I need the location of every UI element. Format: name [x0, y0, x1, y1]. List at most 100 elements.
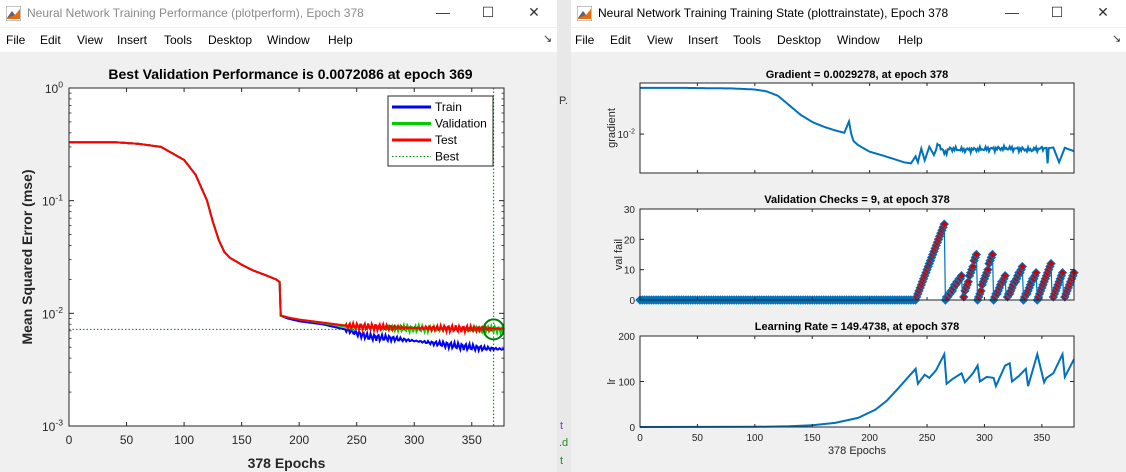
- valcheck-marker: [963, 277, 974, 287]
- x-tick-label: 0: [66, 433, 73, 447]
- background-fragment: P.: [559, 95, 568, 107]
- gradient-y-label: gradient: [606, 108, 618, 148]
- x-tick-label: 150: [804, 433, 821, 444]
- y-axis-label: Mean Squared Error (mse): [19, 169, 35, 344]
- y-tick-label: 10-2: [42, 305, 63, 321]
- legend-label-test: Test: [435, 133, 458, 147]
- gradient-plot-area: [640, 83, 1074, 173]
- x-tick-label: 200: [861, 433, 878, 444]
- minimize-button[interactable]: —: [436, 4, 450, 20]
- x-tick-label: 200: [289, 433, 309, 447]
- valcheck-marker: [1000, 271, 1010, 281]
- matlab-icon: [577, 6, 592, 21]
- menu-help[interactable]: Help: [328, 33, 353, 47]
- menu-tools[interactable]: Tools: [164, 33, 193, 47]
- x-tick-label: 250: [347, 433, 367, 447]
- lr-plot-frame: [639, 335, 1075, 428]
- performance-window: Neural Network Training Performance (plo…: [0, 0, 557, 472]
- trainstate-chart: 10-2 Gradient = 0.0029278, at epoch 378 gr…: [606, 69, 1079, 457]
- valcheck-marker: [1046, 258, 1056, 269]
- legend-label-best: Best: [435, 150, 460, 164]
- background-fragment: t: [560, 455, 564, 467]
- y-tick-label: 0: [629, 423, 635, 434]
- valcheck-plot-frame: [639, 208, 1075, 301]
- menu-desktop[interactable]: Desktop: [777, 33, 822, 47]
- x-tick-label: 50: [692, 433, 704, 444]
- valcheck-marker: [1031, 267, 1041, 278]
- menu-file[interactable]: File: [6, 33, 26, 47]
- menu-view[interactable]: View: [77, 33, 103, 47]
- x-tick-label: 300: [976, 433, 993, 444]
- lr-plot-area: [640, 336, 1074, 427]
- window-title: Neural Network Training Performance (plo…: [27, 6, 364, 20]
- chart-title: Best Validation Performance is 0.0072086…: [108, 66, 472, 82]
- menu-insert[interactable]: Insert: [117, 33, 148, 47]
- dock-arrow-icon[interactable]: ↘: [543, 33, 553, 45]
- menu-help[interactable]: Help: [898, 33, 923, 47]
- menu-edit[interactable]: Edit: [40, 33, 61, 47]
- x-tick-label: 150: [232, 433, 252, 447]
- y-tick-label: 0: [629, 296, 635, 307]
- maximize-button[interactable]: ☐: [1050, 4, 1064, 20]
- y-tick-label: 200: [618, 332, 635, 343]
- menu-insert[interactable]: Insert: [688, 33, 719, 47]
- matlab-icon: [6, 6, 21, 21]
- x-tick-label: 350: [462, 433, 482, 447]
- performance-chart: 0 50 100 150 200 250 300 350 100 10-1 10-2 10-3 Trai…: [19, 66, 505, 471]
- title-bar[interactable]: Neural Network Training Training State (…: [571, 0, 1126, 27]
- valcheck-marker: [971, 249, 982, 260]
- valcheck-marker: [987, 249, 998, 260]
- menu-tools[interactable]: Tools: [733, 33, 762, 47]
- title-bar[interactable]: Neural Network Training Performance (plo…: [0, 0, 557, 27]
- y-tick-label: 10: [624, 266, 636, 277]
- background-fragment: t: [560, 420, 564, 432]
- y-tick-label: 100: [618, 378, 635, 389]
- valcheck-marker: [956, 271, 967, 281]
- gradient-line: [640, 86, 1075, 166]
- valcheck-marker: [1017, 261, 1028, 272]
- close-button[interactable]: ✕: [528, 4, 540, 20]
- gradient-plot-frame: [639, 82, 1075, 174]
- lr-line: [639, 350, 1075, 428]
- legend-label-train: Train: [435, 100, 462, 114]
- maximize-button[interactable]: ☐: [481, 4, 495, 20]
- y-tick-label: 10-3: [42, 418, 63, 434]
- background-gap: P. t .d t: [557, 0, 571, 472]
- lr-x-label: 378 Epochs: [828, 445, 887, 457]
- window-title: Neural Network Training Training State (…: [598, 6, 949, 20]
- trainstate-window: Neural Network Training Training State (…: [571, 0, 1126, 472]
- x-tick-label: 50: [120, 433, 134, 447]
- valcheck-y-label: val fail: [613, 239, 625, 270]
- valcheck-marker: [983, 264, 993, 275]
- series-line-test: [69, 141, 505, 336]
- y-tick-label: 30: [624, 205, 636, 216]
- gradient-title: Gradient = 0.0029278, at epoch 378: [766, 69, 949, 81]
- valcheck-marker: [968, 261, 978, 272]
- close-button[interactable]: ✕: [1097, 4, 1109, 20]
- valcheck-marker: [976, 286, 986, 296]
- legend-label-validation: Validation: [435, 117, 487, 131]
- menu-view[interactable]: View: [647, 33, 673, 47]
- minimize-button[interactable]: —: [1005, 4, 1019, 20]
- valcheck-marker: [1057, 267, 1068, 278]
- valcheck-title: Validation Checks = 9, at epoch 378: [764, 194, 950, 206]
- menu-bar: File Edit View Insert Tools Desktop Wind…: [0, 28, 557, 52]
- menu-window[interactable]: Window: [267, 33, 310, 47]
- menu-file[interactable]: File: [575, 33, 595, 47]
- figure-area: 10-2 Gradient = 0.0029278, at epoch 378 gr…: [571, 52, 1126, 472]
- plot-frame: [68, 87, 505, 427]
- y-tick-label: 10-1: [42, 192, 63, 208]
- menu-desktop[interactable]: Desktop: [208, 33, 253, 47]
- x-tick-label: 300: [404, 433, 424, 447]
- y-tick-label: 20: [624, 235, 636, 246]
- valcheck-marker: [959, 292, 969, 302]
- x-tick-label: 100: [174, 433, 194, 447]
- menu-window[interactable]: Window: [837, 33, 880, 47]
- valcheck-marker: [939, 219, 949, 229]
- lr-title: Learning Rate = 149.4738, at epoch 378: [755, 321, 960, 333]
- y-tick-label: 10-2: [617, 127, 635, 142]
- lr-y-label: lr: [606, 378, 618, 384]
- menu-edit[interactable]: Edit: [610, 33, 631, 47]
- x-tick-label: 350: [1034, 433, 1051, 444]
- dock-arrow-icon[interactable]: ↘: [1112, 33, 1122, 45]
